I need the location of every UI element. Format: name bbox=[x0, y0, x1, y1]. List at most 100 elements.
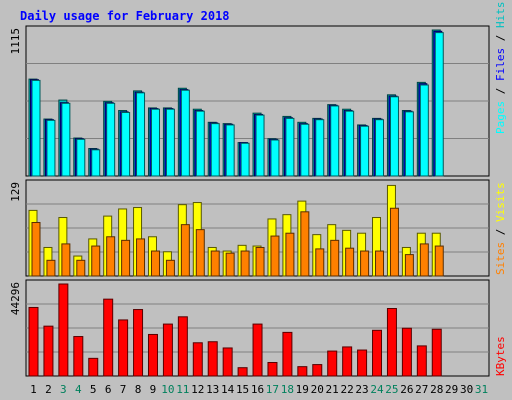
bar-kbytes bbox=[372, 329, 383, 377]
legend-entry: KBytes bbox=[494, 336, 507, 376]
bar-kbytes bbox=[416, 345, 427, 377]
bar-pages bbox=[240, 142, 250, 177]
bar-sites bbox=[404, 254, 414, 277]
bar-pages bbox=[345, 110, 355, 177]
legend: Sites / Visits bbox=[494, 182, 507, 275]
x-tick-label: 11 bbox=[176, 383, 189, 396]
bar-pages bbox=[389, 96, 399, 177]
panel-visits-sites: 129 bbox=[9, 179, 490, 277]
bar-pages bbox=[360, 125, 370, 177]
bar-sites bbox=[300, 211, 310, 277]
bar-sites bbox=[106, 236, 116, 277]
chart-panels: 1115 129 44296 bbox=[9, 25, 490, 377]
bar-pages bbox=[76, 138, 86, 177]
chart-title: Daily usage for February 2018 bbox=[20, 9, 230, 23]
x-tick-label: 3 bbox=[60, 383, 67, 396]
bar-pages bbox=[255, 114, 265, 177]
legend-entry: Pages bbox=[494, 101, 507, 134]
x-tick-label: 19 bbox=[296, 383, 309, 396]
bar-kbytes bbox=[192, 342, 203, 377]
bar-pages bbox=[195, 110, 205, 177]
bar-pages bbox=[180, 89, 190, 177]
legend: Pages / Files / Hits bbox=[494, 2, 507, 135]
bar-sites bbox=[31, 222, 41, 277]
bar-pages bbox=[136, 92, 146, 177]
bar-pages bbox=[315, 119, 325, 177]
bar-kbytes bbox=[118, 319, 129, 377]
x-tick-label: 25 bbox=[385, 383, 398, 396]
bar-kbytes bbox=[222, 347, 233, 377]
bar-kbytes bbox=[401, 327, 412, 377]
bar-pages bbox=[106, 102, 116, 177]
x-axis-labels: 1 2 3 4 5 6 7 8 9 10 11 12 13 14 15 16 17 18 19 20 21 22 23 24 2… bbox=[30, 383, 488, 396]
bar-pages bbox=[330, 105, 340, 177]
x-tick-label: 28 bbox=[430, 383, 443, 396]
bar-pages bbox=[270, 139, 280, 177]
bar-sites bbox=[255, 246, 265, 277]
bar-pages bbox=[375, 119, 385, 177]
x-tick-label: 13 bbox=[206, 383, 219, 396]
bar-kbytes bbox=[297, 366, 308, 377]
bar-pages bbox=[225, 124, 235, 177]
bar-kbytes bbox=[386, 307, 397, 377]
legend: KBytes bbox=[494, 336, 507, 376]
bar-pages bbox=[434, 32, 444, 177]
bar-sites bbox=[315, 248, 325, 277]
y-max-label: 129 bbox=[9, 182, 22, 202]
legend-separator: / bbox=[494, 222, 507, 242]
x-tick-label: 15 bbox=[236, 383, 249, 396]
x-tick-label: 14 bbox=[221, 383, 235, 396]
bar-kbytes bbox=[282, 331, 293, 377]
x-tick-label: 30 bbox=[460, 383, 473, 396]
bar-kbytes bbox=[28, 306, 39, 377]
bar-kbytes bbox=[73, 336, 84, 377]
bar-sites bbox=[61, 243, 71, 277]
x-tick-label: 27 bbox=[415, 383, 428, 396]
bar-kbytes bbox=[58, 283, 69, 377]
bar-kbytes bbox=[207, 341, 218, 377]
x-tick-label: 6 bbox=[105, 383, 112, 396]
bar-sites bbox=[225, 252, 235, 277]
bar-kbytes bbox=[237, 367, 248, 377]
x-tick-label: 16 bbox=[251, 383, 264, 396]
x-tick-label: 10 bbox=[161, 383, 174, 396]
x-tick-label: 21 bbox=[326, 383, 339, 396]
legend-separator: / bbox=[494, 28, 507, 48]
bar-pages bbox=[404, 111, 414, 177]
x-tick-label: 4 bbox=[75, 383, 82, 396]
bar-pages bbox=[61, 102, 71, 177]
bar-sites bbox=[150, 250, 160, 277]
bar-kbytes bbox=[252, 323, 263, 377]
legend-entry: Sites bbox=[494, 242, 507, 275]
legend-entry: Files bbox=[494, 48, 507, 81]
bar-sites bbox=[180, 224, 190, 277]
x-tick-label: 29 bbox=[445, 383, 458, 396]
bar-kbytes bbox=[162, 323, 173, 377]
legend-separator: / bbox=[494, 81, 507, 101]
x-tick-label: 7 bbox=[120, 383, 127, 396]
bar-kbytes bbox=[133, 309, 144, 377]
bar-kbytes bbox=[327, 350, 338, 377]
bar-sites bbox=[76, 259, 86, 277]
x-tick-label: 2 bbox=[45, 383, 52, 396]
bar-sites bbox=[165, 259, 175, 277]
bar-kbytes bbox=[43, 325, 54, 377]
y-max-label: 1115 bbox=[9, 28, 22, 55]
bar-kbytes bbox=[431, 328, 442, 377]
bar-pages bbox=[31, 79, 41, 177]
bar-pages bbox=[46, 119, 56, 177]
x-tick-label: 17 bbox=[266, 383, 279, 396]
bar-sites bbox=[91, 245, 101, 277]
bar-kbytes bbox=[177, 316, 188, 377]
bar-kbytes bbox=[357, 349, 368, 377]
bar-kbytes bbox=[88, 357, 99, 377]
bar-kbytes bbox=[103, 298, 114, 377]
x-tick-label: 24 bbox=[370, 383, 384, 396]
bar-pages bbox=[419, 84, 429, 177]
x-tick-label: 9 bbox=[150, 383, 157, 396]
y-max-label: 44296 bbox=[9, 282, 22, 315]
bar-sites bbox=[121, 239, 131, 277]
bar-sites bbox=[195, 229, 205, 277]
panel-kbytes: 44296 bbox=[9, 279, 490, 377]
